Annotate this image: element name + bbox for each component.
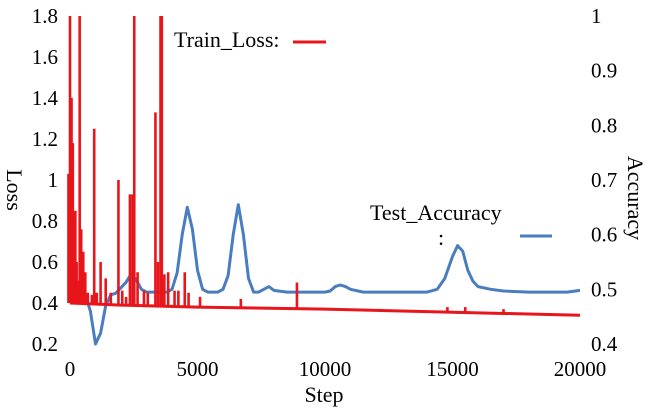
y-left-tick-label: 0.4 xyxy=(32,291,59,315)
test-accuracy-line xyxy=(70,203,581,346)
y-left-tick-label: 0.8 xyxy=(32,209,58,233)
x-tick-label: 10000 xyxy=(299,357,352,381)
y-left-tick-label: 0.6 xyxy=(32,250,58,274)
y-right-tick-label: 0.9 xyxy=(591,59,617,83)
x-axis-title: Step xyxy=(304,382,343,407)
loss-series-layer xyxy=(67,16,581,317)
tick-labels: 0 5000 10000 15000 20000 0.2 0.4 0.6 0.8 1 1.2 1.4 1… xyxy=(32,4,618,381)
y-right-axis-title: Accuracy xyxy=(623,156,648,240)
y-left-tick-label: 1 xyxy=(48,168,59,192)
y-right-tick-label: 1 xyxy=(591,4,602,28)
y-left-tick-label: 1.4 xyxy=(32,86,59,110)
legend-train-loss: Train_Loss: xyxy=(174,27,326,52)
y-right-tick-label: 0.5 xyxy=(591,277,617,301)
legend-test-accuracy-label: Test_Accuracy xyxy=(370,200,502,225)
y-right-tick-label: 0.4 xyxy=(591,332,618,356)
y-left-tick-label: 1.2 xyxy=(32,127,58,151)
y-left-tick-label: 1.8 xyxy=(32,4,58,28)
y-left-tick-label: 0.2 xyxy=(32,332,58,356)
y-left-tick-label: 1.6 xyxy=(32,45,58,69)
y-right-tick-label: 0.7 xyxy=(591,168,617,192)
y-right-tick-label: 0.8 xyxy=(591,113,617,137)
x-tick-label: 5000 xyxy=(177,357,219,381)
x-tick-label: 15000 xyxy=(426,357,479,381)
x-tick-label: 0 xyxy=(65,357,76,381)
legend-train-loss-label: Train_Loss: xyxy=(174,27,280,52)
legend-test-accuracy: Test_Accuracy : xyxy=(370,200,552,250)
legend-test-accuracy-label-colon: : xyxy=(438,225,444,250)
accuracy-series-layer xyxy=(70,203,581,346)
y-left-axis-title: Loss xyxy=(2,169,27,211)
y-right-tick-label: 0.6 xyxy=(591,223,617,247)
train-loss-baseline xyxy=(69,301,581,317)
x-tick-label: 20000 xyxy=(554,357,607,381)
